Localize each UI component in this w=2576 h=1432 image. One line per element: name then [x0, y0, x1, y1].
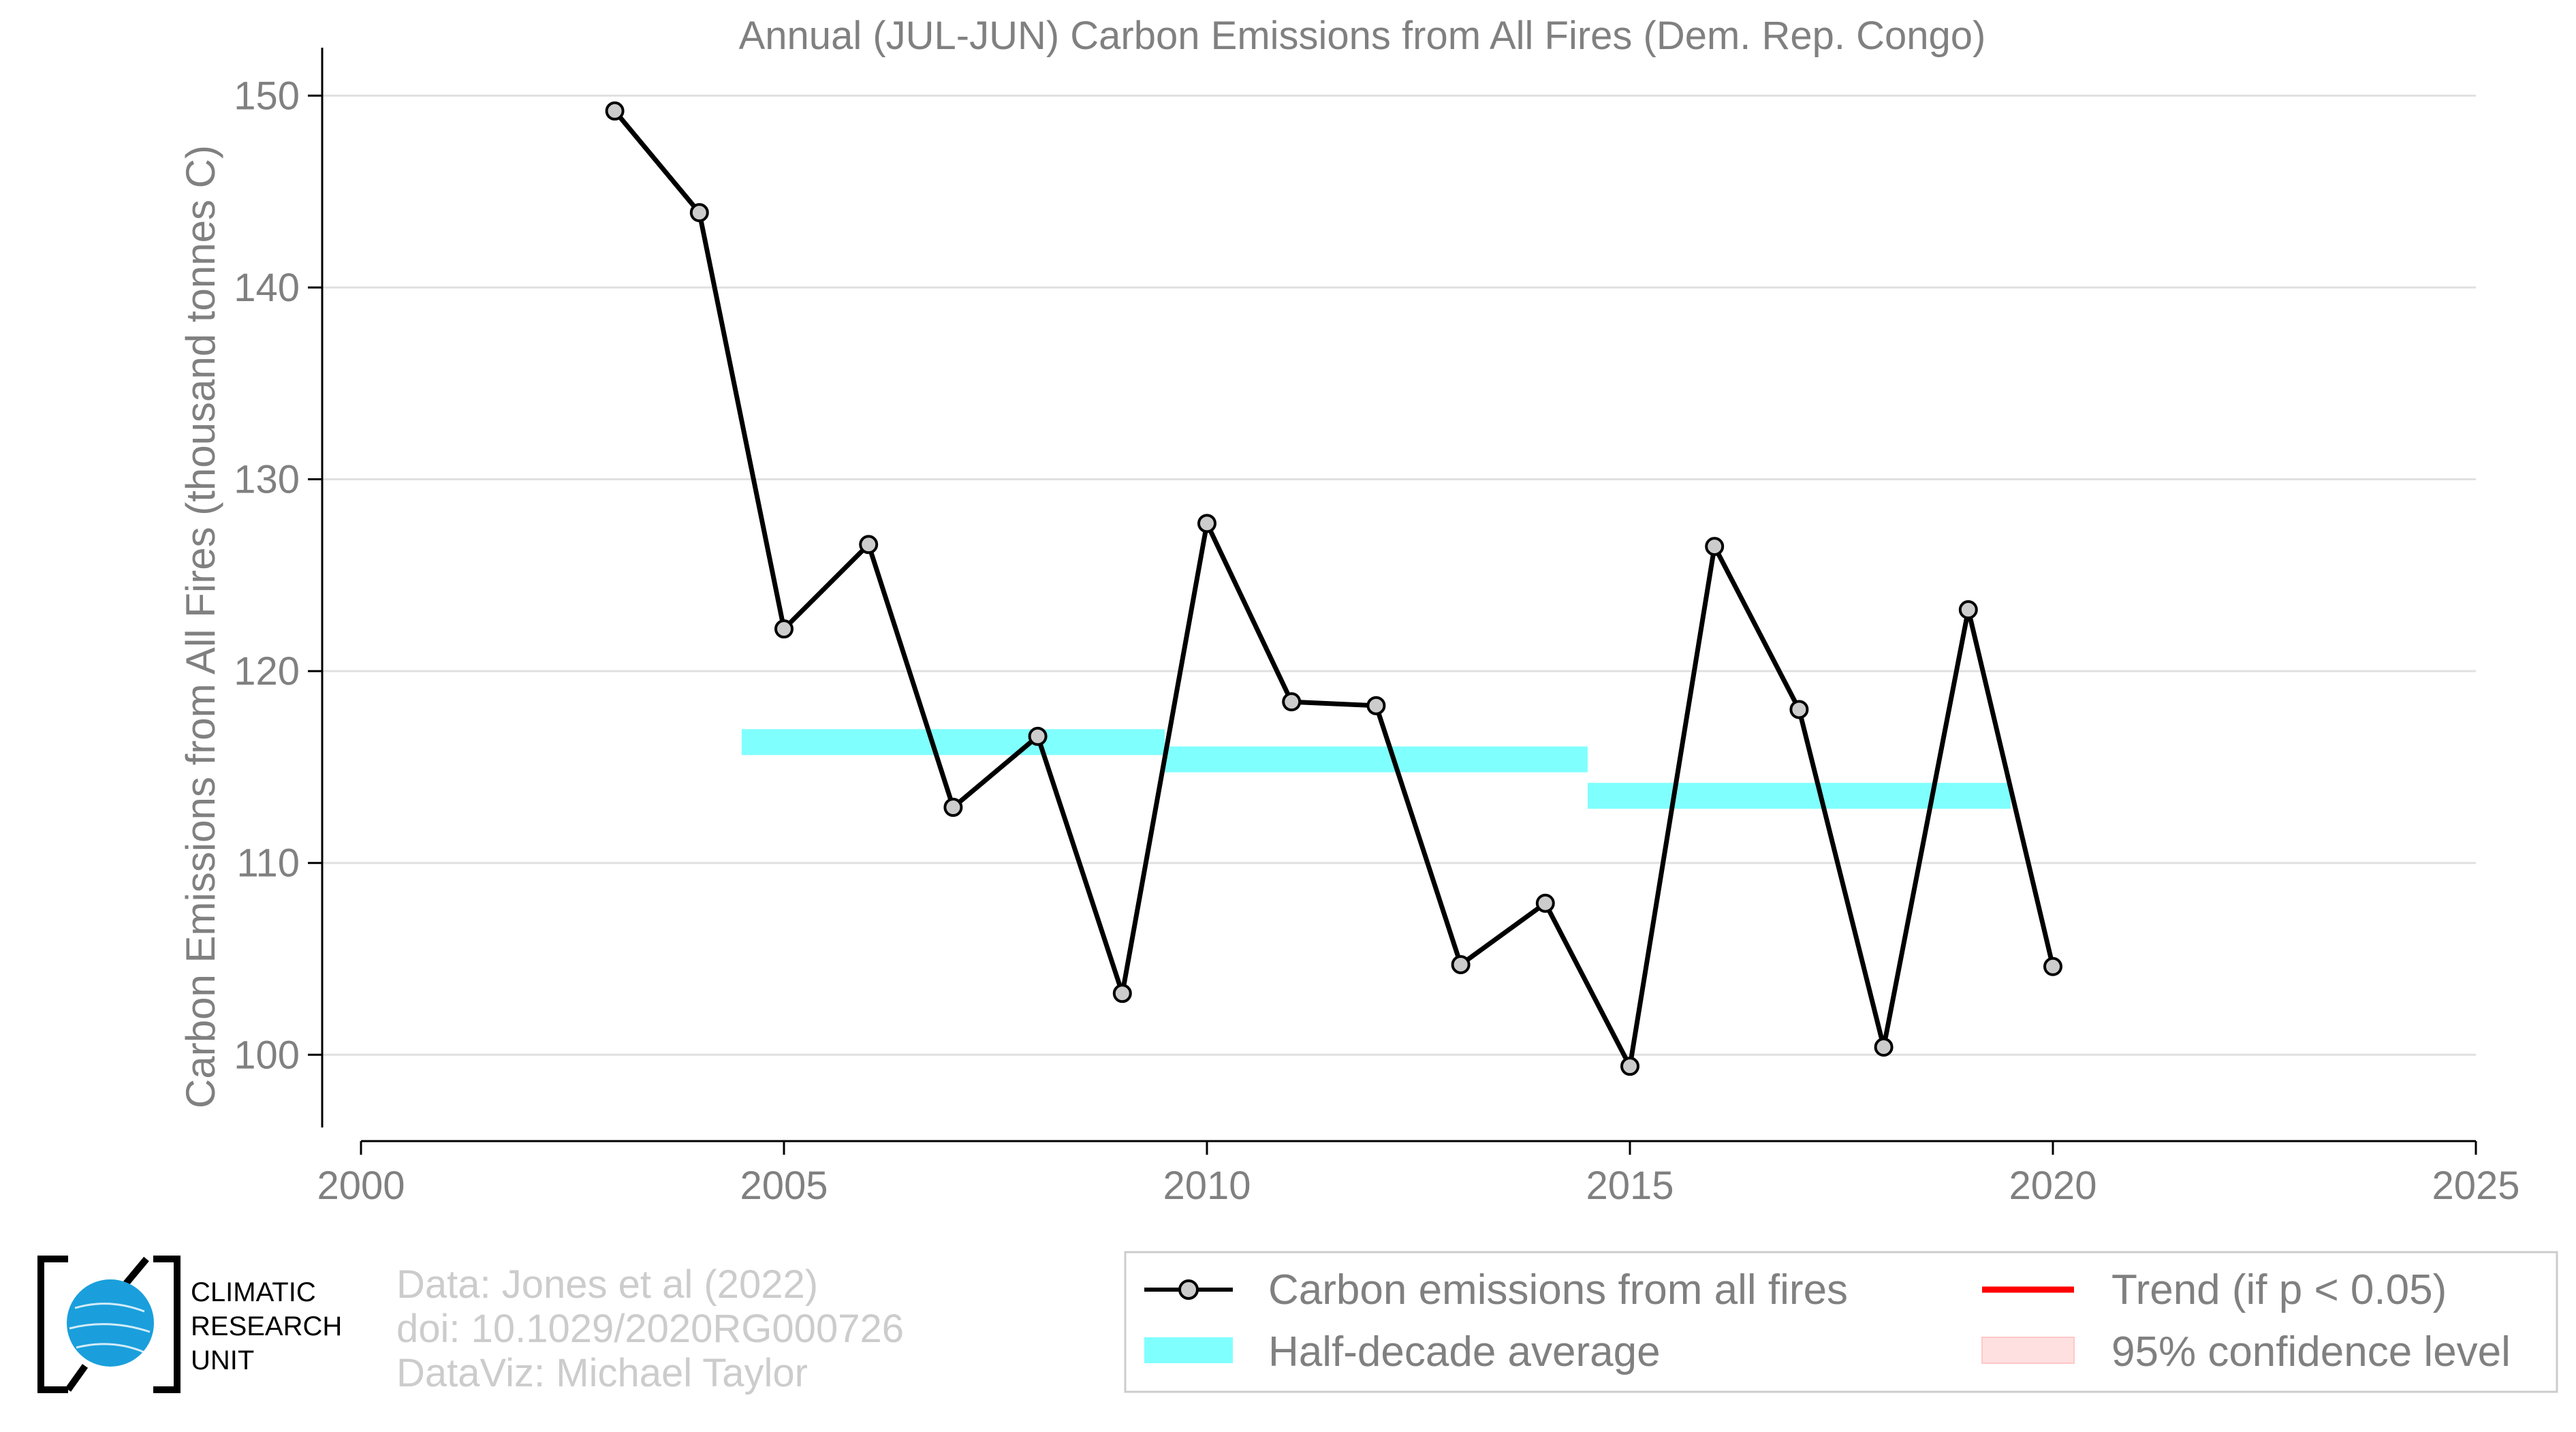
x-tick-label: 2010	[1163, 1164, 1251, 1208]
y-tick-label: 140	[234, 266, 300, 310]
chart-title: Annual (JUL-JUN) Carbon Emissions from A…	[739, 14, 1986, 58]
data-point	[859, 535, 879, 555]
credits: Data: Jones et al (2022) doi: 10.1029/20…	[396, 1262, 904, 1395]
data-point	[1028, 726, 1048, 746]
half-decade-bar	[1587, 783, 2011, 809]
logo-slash-icon	[65, 1364, 89, 1392]
legend-label-trend: Trend (if p < 0.05)	[2111, 1266, 2447, 1313]
data-point	[1451, 954, 1471, 974]
x-tick-label: 2005	[740, 1164, 828, 1208]
x-axis: 2000 2005 2010 2015 2020 2025	[317, 1140, 2520, 1208]
y-tick-label: 120	[234, 649, 300, 694]
series-line	[612, 109, 2056, 1069]
legend-label-confidence: 95% confidence level	[2111, 1328, 2511, 1375]
data-point	[689, 203, 709, 223]
x-tick-label: 2020	[2009, 1164, 2096, 1208]
globe-icon	[67, 1279, 154, 1367]
legend-label-series: Carbon emissions from all fires	[1268, 1266, 1848, 1313]
series-carbon-emissions	[605, 101, 2062, 1076]
credit-dataviz: DataViz: Michael Taylor	[396, 1351, 808, 1395]
y-tick-label: 150	[234, 74, 300, 118]
x-tick-label: 2000	[317, 1164, 405, 1208]
legend: Carbon emissions from all fires Trend (i…	[1124, 1251, 2558, 1393]
data-point	[605, 101, 625, 121]
data-point	[774, 619, 794, 639]
y-axis: 100 110 120 130 140 150	[234, 48, 324, 1127]
x-tick-label: 2015	[1586, 1164, 1674, 1208]
data-point	[1112, 984, 1132, 1003]
globe-lines-icon	[69, 1303, 151, 1354]
legend-swatch-confidence	[1981, 1337, 2075, 1364]
legend-label-half-decade: Half-decade average	[1268, 1328, 1661, 1375]
data-point	[1282, 692, 1302, 712]
data-point	[1789, 700, 1809, 719]
credit-doi: doi: 10.1029/2020RG000726	[396, 1307, 904, 1351]
data-point	[1874, 1038, 1894, 1057]
y-axis-label: Carbon Emissions from All Fires (thousan…	[178, 145, 223, 1108]
data-point	[943, 798, 963, 818]
logo-bracket-icon	[37, 1256, 180, 1393]
credit-data: Data: Jones et al (2022)	[396, 1262, 818, 1307]
logo-line-3: UNIT	[191, 1345, 254, 1375]
data-point	[1366, 696, 1386, 715]
logo-line-2: RESEARCH	[191, 1311, 342, 1341]
data-point	[1705, 537, 1725, 557]
half-decade-bar	[1164, 746, 1588, 773]
y-tick-label: 110	[237, 841, 300, 886]
x-tick-label: 2025	[2432, 1164, 2519, 1208]
legend-box	[1124, 1251, 2558, 1393]
y-tick-label: 100	[234, 1033, 300, 1077]
logo-line-1: CLIMATIC	[191, 1277, 316, 1307]
data-point	[1620, 1057, 1639, 1076]
gridlines	[322, 94, 2476, 1056]
data-point	[1197, 514, 1216, 533]
data-point	[2043, 956, 2062, 976]
legend-swatch-half-decade	[1144, 1337, 1233, 1363]
y-tick-label: 130	[234, 458, 300, 502]
cru-logo: CLIMATIC RESEARCH UNIT	[37, 1256, 342, 1393]
half-decade-average-bars	[741, 729, 2011, 809]
data-point	[1535, 893, 1555, 913]
legend-marker-series	[1178, 1279, 1199, 1300]
half-decade-bar	[741, 729, 1165, 756]
data-point	[1958, 600, 1978, 620]
